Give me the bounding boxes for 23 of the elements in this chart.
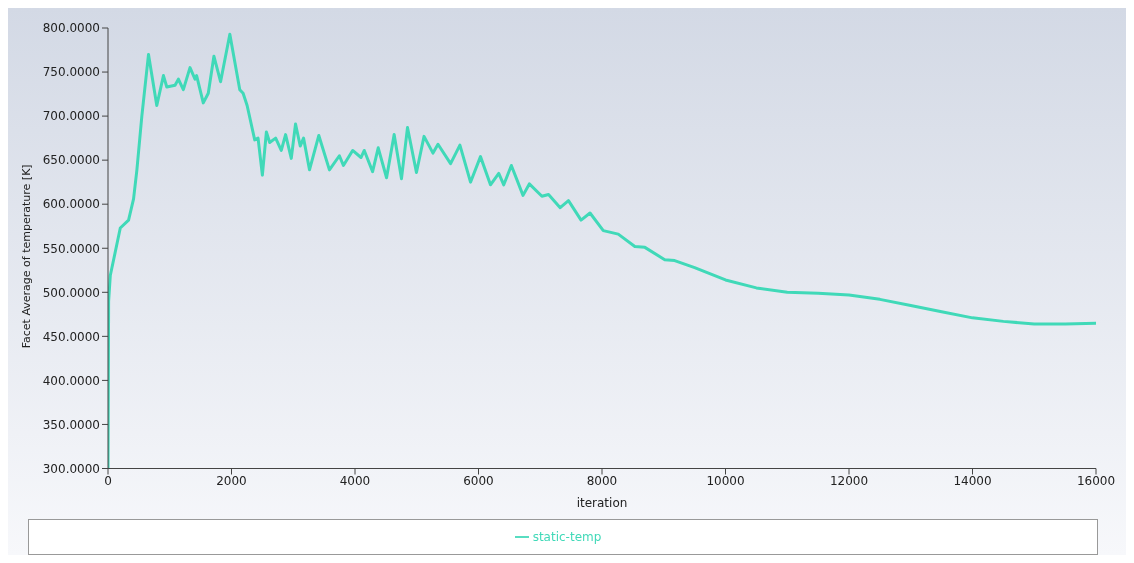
y-tick-label: 450.0000 — [42, 329, 100, 344]
y-tick-label: 700.0000 — [42, 109, 100, 124]
x-tick-label: 2000 — [216, 474, 247, 489]
x-tick-label: 8000 — [586, 474, 618, 489]
x-tick-label: 4000 — [339, 474, 371, 489]
y-tick-label: 800.0000 — [42, 21, 100, 36]
x-axis-title: iteration — [576, 495, 628, 510]
x-tick-label: 16000 — [1076, 474, 1116, 489]
y-tick-label: 750.0000 — [42, 65, 100, 80]
x-tick-label: 6000 — [463, 474, 494, 489]
x-tick-label: 12000 — [829, 474, 869, 489]
y-tick-label: 300.0000 — [42, 461, 100, 476]
legend-label: static-temp — [532, 529, 602, 544]
y-tick-label: 350.0000 — [42, 417, 100, 432]
y-tick-label: 500.0000 — [42, 285, 100, 300]
y-tick-label: 400.0000 — [42, 373, 100, 388]
y-tick-label: 650.0000 — [42, 153, 100, 168]
y-axis-title: Facet Average of temperature [K] — [19, 164, 33, 349]
x-tick-label: 14000 — [953, 474, 992, 489]
x-tick-label: 0 — [104, 474, 112, 489]
y-tick-label: 550.0000 — [42, 241, 100, 256]
x-tick-label: 10000 — [706, 474, 745, 489]
y-tick-label: 600.0000 — [42, 197, 100, 212]
